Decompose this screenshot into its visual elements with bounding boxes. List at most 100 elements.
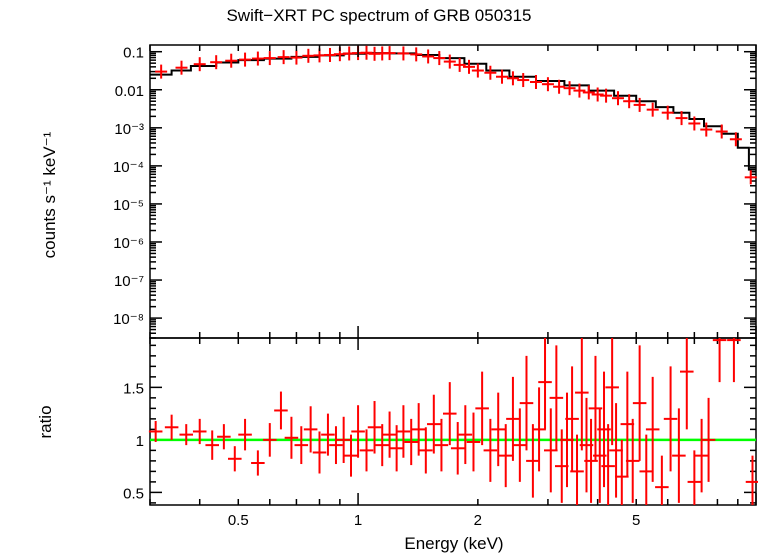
data-point [290, 50, 303, 65]
ratio-point [396, 405, 411, 458]
ratio-point [375, 424, 390, 467]
ratio-point [745, 455, 758, 505]
ratio-point [483, 418, 498, 482]
ratio-panel: 0.5 1 2 5 0.5 1 1.5 [123, 45, 758, 529]
y-axis-label-counts: counts s⁻¹ keV⁻¹ [40, 131, 59, 259]
ratio-point [336, 416, 351, 463]
ratio-point [498, 424, 513, 488]
data-point [675, 111, 688, 126]
data-point [443, 54, 456, 69]
ratio-point [192, 418, 207, 445]
ratio-point [450, 422, 465, 475]
ratio-point [513, 408, 527, 482]
data-point [553, 79, 566, 94]
x-tick-label: 1 [354, 512, 362, 529]
data-point [744, 170, 757, 185]
ratio-point [639, 434, 654, 505]
y-axis-label-ratio: ratio [36, 405, 55, 439]
data-point [582, 85, 595, 100]
data-point [517, 73, 530, 88]
x-tick-label: 2 [474, 512, 482, 529]
data-point [175, 60, 188, 75]
data-point [661, 105, 674, 120]
ratio-point [228, 446, 242, 472]
y-tick-label: 0.1 [123, 45, 144, 62]
x-tick-label: 5 [632, 512, 640, 529]
data-point [633, 97, 646, 112]
ratio-point [312, 431, 327, 474]
ratio-point [519, 355, 534, 451]
data-point [397, 46, 410, 61]
ratio-point [351, 405, 365, 458]
data-point [251, 51, 264, 66]
ratio-point [164, 414, 179, 440]
ratio-point [427, 394, 441, 454]
data-point [506, 71, 519, 86]
y-tick-label: 10⁻³ [114, 121, 144, 138]
ratio-point [694, 418, 709, 493]
data-point [263, 51, 276, 66]
data-point [484, 65, 497, 80]
ratio-point [284, 416, 299, 459]
ratio-point [663, 366, 678, 472]
ratio-point [238, 418, 252, 451]
ratio-point [506, 376, 520, 461]
data-point [155, 64, 168, 79]
data-point [591, 87, 604, 102]
ratio-point [615, 439, 629, 505]
ratio-point [601, 424, 615, 505]
data-point [225, 53, 238, 68]
data-point [471, 63, 484, 78]
data-point [433, 51, 446, 66]
model-step-line [150, 52, 756, 171]
data-point [541, 77, 554, 92]
data-point [729, 132, 742, 147]
ratio-point [382, 411, 397, 458]
data-point [302, 48, 315, 63]
ratio-point [727, 338, 741, 383]
ratio-point [672, 408, 686, 503]
data-point [453, 57, 466, 72]
ratio-point [179, 424, 194, 446]
ratio-point [148, 420, 163, 442]
ratio-point [655, 455, 669, 505]
ratio-point [632, 345, 647, 461]
top-panel: 0.1 0.01 10⁻³ 10⁻⁴ 10⁻⁵ 10⁻⁶ 10⁻⁷ 10⁻⁸ [113, 44, 757, 339]
ratio-point [570, 434, 584, 505]
ratio-point [367, 401, 382, 454]
ratio-point [466, 412, 481, 472]
data-point [383, 46, 396, 61]
ratio-point [491, 392, 505, 467]
ratio-point [442, 382, 457, 446]
data-point [360, 45, 373, 60]
x-axis-label: Energy (keV) [404, 534, 504, 553]
ratio-point [434, 418, 449, 472]
ratio-point [712, 338, 727, 383]
data-point [623, 94, 636, 109]
data-point [688, 116, 701, 131]
data-point [573, 83, 586, 98]
y-tick-label: 10⁻⁸ [113, 311, 144, 328]
ratio-point [294, 426, 309, 465]
y-tick-label: 0.5 [123, 485, 144, 502]
data-point [646, 102, 659, 117]
ratio-plot-frame [149, 337, 757, 506]
y-tick-label: 1.5 [123, 380, 144, 397]
y-tick-label: 0.01 [115, 83, 144, 100]
data-point [193, 57, 206, 72]
ratio-point [532, 387, 546, 472]
ratio-point [605, 338, 619, 446]
ratio-point [263, 423, 277, 457]
ratio-point [329, 426, 343, 465]
y-tick-label: 10⁻⁴ [113, 159, 144, 176]
data-point [530, 74, 543, 89]
ratio-point [549, 345, 564, 451]
chart-title: Swift−XRT PC spectrum of GRB 050315 [226, 6, 532, 25]
ratio-point [544, 408, 558, 493]
ratio-point [526, 424, 540, 498]
data-point [277, 50, 290, 65]
data-point [700, 122, 713, 137]
data-point [410, 47, 423, 62]
ratio-point [389, 425, 404, 472]
